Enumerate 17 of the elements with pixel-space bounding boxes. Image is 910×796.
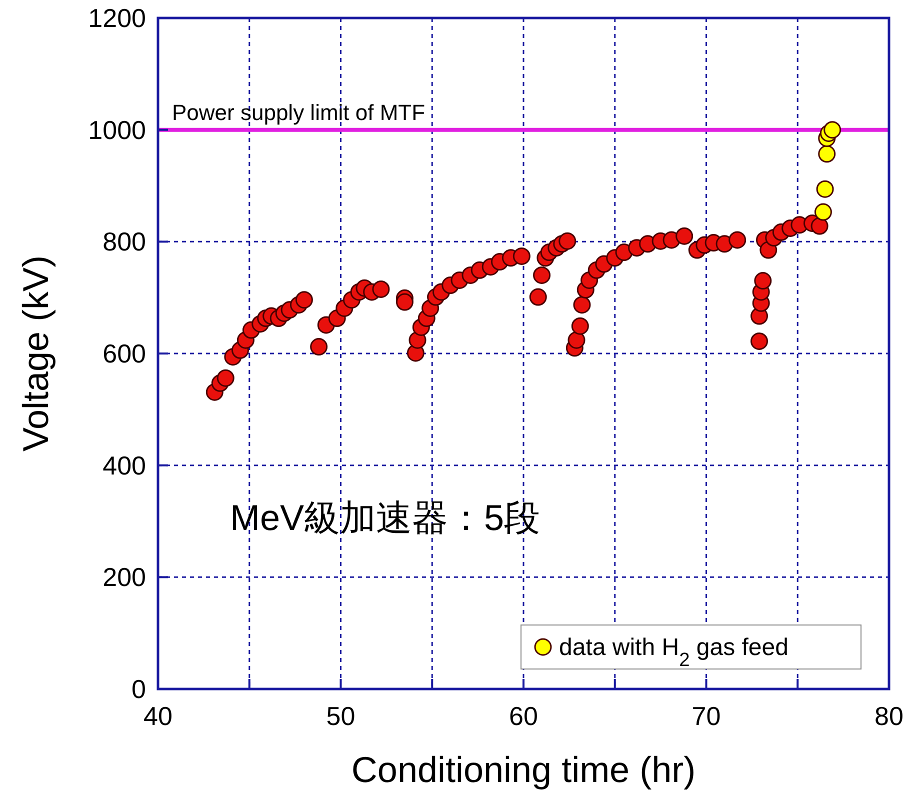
y-tick-label: 600 [102,338,146,368]
y-axis-title: Voltage (kV) [15,255,56,452]
y-tick-label: 0 [132,674,146,704]
annotation: MeV級加速器：5段 [230,497,540,538]
ref-line-label: Power supply limit of MTF [172,100,426,125]
y-tick-label: 400 [102,450,146,480]
y-tick-label: 200 [102,562,146,592]
y-tick-label: 1000 [88,114,146,145]
legend-label: data with H$_{2}$ gas feed [559,634,788,670]
x-axis-title: Conditioning time (hr) [351,749,696,790]
x-tick-label: 50 [326,701,356,731]
y-tick-label: 800 [102,226,146,257]
x-tick-label: 80 [874,701,904,731]
x-tick-label: 70 [692,701,721,731]
x-tick-label: 60 [509,701,538,731]
x-tick-label: 40 [144,701,172,731]
y-tick-label: 1200 [88,3,146,33]
